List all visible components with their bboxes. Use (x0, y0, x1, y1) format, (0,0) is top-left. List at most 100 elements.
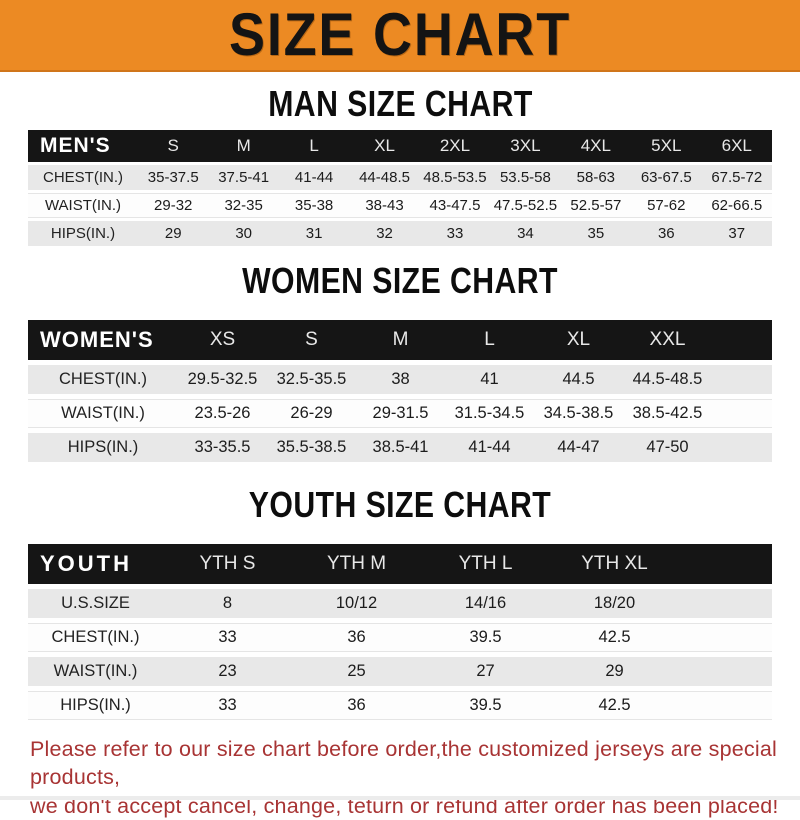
size-value: 35-38 (278, 193, 350, 218)
size-column-header: YTH M (292, 544, 421, 584)
size-value: 18/20 (550, 589, 679, 618)
row-label: CHEST(IN.) (28, 165, 138, 190)
row-label: WAIST(IN.) (28, 193, 138, 218)
size-value: 32-35 (208, 193, 279, 218)
row-label: WAIST(IN.) (28, 657, 163, 686)
size-table-header-row: MEN'S S M L XL 2XL 3XL 4XL 5XL 6XL (28, 130, 772, 162)
row-label: U.S.SIZE (28, 589, 163, 618)
disclaimer: Please refer to our size chart before or… (30, 735, 800, 820)
size-value: 39.5 (421, 623, 550, 652)
size-column-header: XS (178, 320, 267, 360)
group-label: WOMEN'S (28, 320, 178, 360)
size-column-header: L (445, 320, 534, 360)
size-column-header: 4XL (560, 130, 632, 162)
size-value: 29.5-32.5 (178, 365, 267, 394)
size-value: 33 (163, 623, 292, 652)
table-row: HIPS(IN.) 29 30 31 32 33 34 35 36 37 (28, 221, 772, 246)
size-value: 31 (278, 221, 350, 246)
size-value: 29 (550, 657, 679, 686)
size-value: 41-44 (445, 433, 534, 462)
banner-title: SIZE CHART (229, 1, 571, 68)
filler-cell (712, 365, 772, 394)
size-chart-banner: SIZE CHART (0, 0, 800, 72)
size-column-header: XL (349, 130, 420, 162)
youth-section-heading: YOUTH SIZE CHART (0, 485, 800, 525)
men-size-section: MAN SIZE CHART MEN'S S M L XL 2XL 3XL 4XL 5XL 6XL… (0, 84, 800, 249)
youth-section-heading-text: YOUTH SIZE CHART (248, 484, 552, 525)
women-size-section: WOMEN SIZE CHART WOMEN'S XS S M L XL XXL CHEST(… (0, 261, 800, 467)
size-value: 14/16 (421, 589, 550, 618)
men-section-heading-text: MAN SIZE CHART (267, 83, 533, 124)
size-column-header: YTH L (421, 544, 550, 584)
size-column-header: 2XL (419, 130, 491, 162)
size-value: 47-50 (623, 433, 712, 462)
size-value: 53.5-58 (490, 165, 561, 190)
size-table-header-row: YOUTH YTH S YTH M YTH L YTH XL (28, 544, 772, 584)
filler-cell (712, 433, 772, 462)
size-column-header: M (356, 320, 445, 360)
size-value: 38-43 (349, 193, 420, 218)
group-label: YOUTH (28, 544, 163, 584)
size-value: 67.5-72 (701, 165, 772, 190)
size-value: 63-67.5 (631, 165, 702, 190)
size-column-header: 5XL (631, 130, 702, 162)
size-value: 38.5-42.5 (623, 399, 712, 428)
size-value: 43-47.5 (419, 193, 491, 218)
size-value: 29 (138, 221, 209, 246)
size-column-header: S (138, 130, 209, 162)
size-column-header: 6XL (701, 130, 772, 162)
size-column-header: XXL (623, 320, 712, 360)
filler-cell (679, 589, 772, 618)
size-value: 35 (560, 221, 632, 246)
size-value: 35-37.5 (138, 165, 209, 190)
size-value: 44.5-48.5 (623, 365, 712, 394)
size-value: 32 (349, 221, 420, 246)
row-label: CHEST(IN.) (28, 365, 178, 394)
size-value: 31.5-34.5 (445, 399, 534, 428)
size-value: 25 (292, 657, 421, 686)
row-label: HIPS(IN.) (28, 221, 138, 246)
table-row: HIPS(IN.) 33-35.5 35.5-38.5 38.5-41 41-44 44-… (28, 433, 772, 462)
size-value: 35.5-38.5 (267, 433, 356, 462)
size-value: 10/12 (292, 589, 421, 618)
men-size-table: MEN'S S M L XL 2XL 3XL 4XL 5XL 6XL CHEST(IN.) 35-37… (28, 127, 772, 249)
size-value: 36 (292, 623, 421, 652)
size-value: 47.5-52.5 (490, 193, 561, 218)
table-row: CHEST(IN.) 33 36 39.5 42.5 (28, 623, 772, 652)
size-value: 48.5-53.5 (419, 165, 491, 190)
disclaimer-line-1: Please refer to our size chart before or… (30, 737, 777, 790)
size-value: 37.5-41 (208, 165, 279, 190)
row-label: WAIST(IN.) (28, 399, 178, 428)
size-value: 39.5 (421, 691, 550, 720)
filler-cell (679, 544, 772, 584)
table-row: WAIST(IN.) 23 25 27 29 (28, 657, 772, 686)
size-value: 41-44 (278, 165, 350, 190)
size-value: 26-29 (267, 399, 356, 428)
size-value: 44-47 (534, 433, 623, 462)
filler-cell (679, 657, 772, 686)
size-value: 62-66.5 (701, 193, 772, 218)
size-column-header: L (278, 130, 350, 162)
table-row: WAIST(IN.) 23.5-26 26-29 29-31.5 31.5-34.5 34… (28, 399, 772, 428)
filler-cell (679, 623, 772, 652)
bottom-edge-strip (0, 796, 800, 800)
size-value: 57-62 (631, 193, 702, 218)
size-column-header: YTH S (163, 544, 292, 584)
size-column-header: YTH XL (550, 544, 679, 584)
size-value: 34.5-38.5 (534, 399, 623, 428)
size-value: 42.5 (550, 691, 679, 720)
size-value: 41 (445, 365, 534, 394)
size-value: 38 (356, 365, 445, 394)
row-label: HIPS(IN.) (28, 433, 178, 462)
youth-size-table: YOUTH YTH S YTH M YTH L YTH XL U.S.SIZE 8 10/12… (28, 539, 772, 725)
size-value: 33 (163, 691, 292, 720)
size-value: 58-63 (560, 165, 632, 190)
table-row: WAIST(IN.) 29-32 32-35 35-38 38-43 43-47.5 47.… (28, 193, 772, 218)
size-value: 34 (490, 221, 561, 246)
men-section-heading: MAN SIZE CHART (0, 84, 800, 124)
youth-size-section: YOUTH SIZE CHART YOUTH YTH S YTH M YTH L YTH… (0, 485, 800, 725)
size-column-header: S (267, 320, 356, 360)
size-value: 44.5 (534, 365, 623, 394)
size-value: 38.5-41 (356, 433, 445, 462)
filler-cell (712, 320, 772, 360)
